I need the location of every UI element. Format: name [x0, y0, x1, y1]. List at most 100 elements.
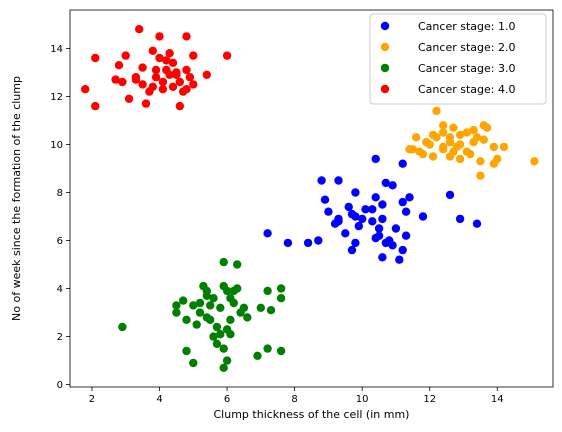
data-point-series-2-38 — [476, 171, 485, 180]
legend-label-2: Cancer stage: 2.0 — [418, 41, 515, 54]
legend-box — [369, 13, 547, 105]
data-point-series-3-33 — [253, 351, 262, 360]
data-point-series-3-43 — [226, 330, 235, 339]
data-point-series-3-20 — [216, 330, 225, 339]
data-point-series-1-6 — [381, 178, 390, 188]
y-tick-label-6: 10 — [50, 140, 63, 151]
data-point-series-2-2 — [439, 121, 448, 130]
x-tick-label-5: 10 — [356, 394, 369, 405]
data-point-series-4-41 — [151, 73, 161, 82]
data-point-series-1-41 — [303, 238, 313, 248]
data-point-series-4-38 — [165, 70, 174, 80]
data-point-series-4-39 — [172, 68, 181, 77]
data-point-series-4-12 — [141, 99, 151, 108]
data-point-series-1-8 — [398, 159, 407, 168]
data-point-series-4-42 — [111, 75, 120, 84]
data-point-series-1-39 — [330, 219, 340, 228]
data-point-series-2-7 — [455, 130, 465, 140]
plot-frame — [69, 9, 554, 388]
x-tick-label-7: 14 — [491, 394, 504, 405]
y-tick-label-3: 4 — [57, 284, 63, 295]
data-point-series-2-40 — [428, 130, 438, 140]
data-point-series-2-28 — [466, 149, 475, 159]
data-point-series-2-37 — [530, 157, 539, 166]
y-tick-label-7: 12 — [50, 92, 63, 103]
data-point-series-3-44 — [212, 322, 222, 332]
legend-marker-4 — [380, 84, 390, 94]
data-point-series-3-32 — [222, 356, 232, 365]
data-point-series-2-27 — [476, 157, 485, 166]
data-point-series-3-16 — [229, 298, 238, 308]
data-point-series-1-37 — [347, 245, 357, 255]
data-point-series-2-9 — [439, 128, 448, 137]
data-point-series-3-30 — [189, 358, 198, 368]
data-point-series-3-37 — [276, 294, 286, 303]
data-point-series-3-9 — [209, 294, 218, 303]
data-point-series-1-36 — [351, 238, 360, 248]
data-point-series-1-45 — [472, 219, 482, 228]
data-point-series-1-7 — [388, 181, 397, 190]
data-point-series-1-40 — [314, 236, 323, 245]
data-point-series-1-30 — [371, 233, 380, 243]
data-point-series-4-28 — [175, 101, 184, 111]
data-point-series-3-42 — [239, 303, 249, 312]
data-point-series-4-27 — [182, 32, 191, 41]
data-point-series-1-43 — [263, 229, 272, 238]
data-point-series-4-24 — [182, 65, 191, 75]
data-point-series-2-4 — [469, 125, 478, 135]
data-point-series-4-37 — [155, 53, 164, 63]
data-point-series-1-42 — [283, 238, 293, 248]
x-tick-label-6: 12 — [423, 394, 436, 405]
data-point-series-3-27 — [192, 320, 201, 329]
data-point-series-3-40 — [256, 303, 265, 312]
data-point-series-4-6 — [121, 51, 130, 60]
data-point-series-3-15 — [233, 260, 242, 269]
x-axis-ticks: 2 4 6 8 10 12 14 — [89, 387, 504, 405]
data-point-series-3-25 — [195, 298, 205, 308]
data-point-series-2-12 — [422, 137, 431, 147]
data-point-series-1-47 — [361, 205, 370, 214]
data-point-series-1-11 — [401, 207, 411, 216]
data-point-series-3-46 — [216, 303, 225, 312]
data-point-series-2-1 — [432, 106, 441, 116]
data-point-series-1-32 — [398, 245, 407, 255]
legend: Cancer stage: 1.0 Cancer stage: 2.0 Cancer… — [369, 13, 547, 105]
data-point-series-3-1 — [118, 322, 127, 332]
data-point-series-2-6 — [462, 128, 472, 137]
data-point-series-3-3 — [172, 301, 181, 310]
data-point-series-2-33 — [455, 140, 465, 149]
data-point-series-3-36 — [266, 306, 276, 315]
data-point-series-1-5 — [371, 154, 380, 164]
data-point-series-1-46 — [445, 190, 455, 200]
data-point-series-2-24 — [489, 142, 499, 152]
data-point-series-2-16 — [415, 147, 424, 156]
data-point-series-3-41 — [243, 313, 252, 322]
data-point-series-4-5 — [118, 77, 127, 87]
data-point-series-2-34 — [472, 133, 482, 142]
x-tick-label-2: 4 — [156, 394, 162, 405]
data-point-series-4-14 — [148, 46, 157, 55]
y-axis-label: No of week since the formation of the cl… — [10, 76, 23, 321]
data-point-series-4-3 — [91, 53, 100, 63]
data-point-series-4-15 — [151, 65, 161, 75]
data-point-series-1-12 — [418, 212, 428, 221]
data-point-series-4-33 — [148, 82, 157, 92]
data-point-series-1-16 — [358, 214, 367, 224]
data-point-series-4-16 — [155, 32, 164, 41]
data-point-series-2-20 — [455, 154, 465, 164]
data-point-series-3-23 — [219, 344, 228, 353]
data-point-series-3-18 — [226, 315, 235, 324]
data-point-series-3-38 — [276, 284, 286, 293]
data-point-series-1-29 — [381, 238, 390, 248]
data-point-series-4-31 — [222, 51, 232, 60]
data-point-series-3-28 — [182, 315, 191, 324]
data-point-series-2-30 — [445, 137, 455, 147]
data-point-series-2-36 — [499, 142, 509, 152]
data-point-series-2-31 — [439, 142, 448, 152]
data-point-series-1-44 — [455, 214, 465, 224]
data-point-series-1-31 — [388, 241, 397, 250]
y-tick-label-2: 2 — [57, 332, 63, 343]
data-point-series-1-1 — [317, 176, 326, 185]
data-point-series-1-9 — [398, 197, 407, 207]
